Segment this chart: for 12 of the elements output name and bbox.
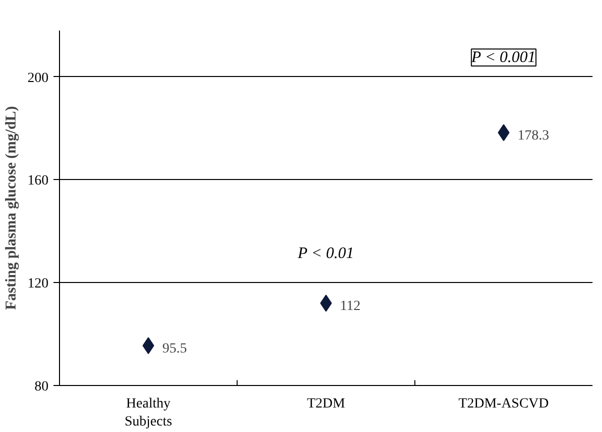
y-axis-title: Fasting plasma glucose (mg/dL) — [4, 106, 20, 310]
x-tick-label: T2DM-ASCVD — [458, 396, 549, 412]
data-label: 112 — [340, 299, 360, 314]
y-tick-label: 80 — [34, 380, 48, 394]
y-tick-label: 160 — [28, 174, 48, 189]
y-tick-label: 200 — [28, 70, 48, 86]
x-tick-label: T2DM — [306, 396, 346, 412]
annotation: P < 0.01 — [296, 245, 354, 262]
x-tick-label: Healthy Subjects — [124, 396, 172, 430]
data-label: 95.5 — [162, 342, 187, 357]
data-label: 178.3 — [518, 128, 550, 144]
y-tick-label: 120 — [28, 276, 48, 292]
